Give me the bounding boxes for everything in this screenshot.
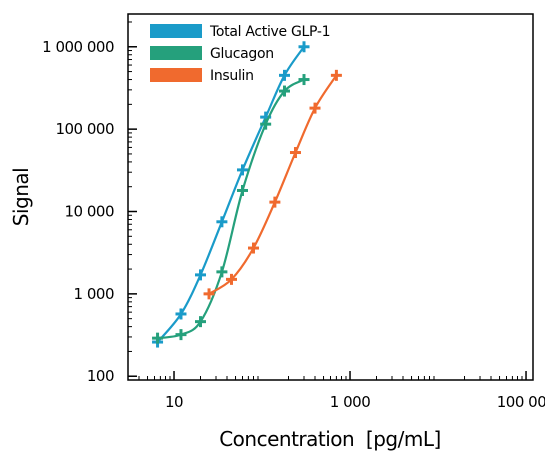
data-point xyxy=(195,316,207,328)
data-point xyxy=(203,288,215,300)
data-point xyxy=(152,332,164,344)
data-point xyxy=(216,216,228,228)
series-glucagon xyxy=(152,74,310,344)
data-point xyxy=(330,69,342,81)
data-point xyxy=(236,164,248,176)
data-point xyxy=(278,85,290,97)
x-tick-label: 1 000 xyxy=(330,393,370,411)
data-point xyxy=(298,74,310,86)
series-insulin xyxy=(203,69,342,300)
data-point xyxy=(278,69,290,81)
data-point xyxy=(175,329,187,341)
legend-swatch xyxy=(150,24,202,38)
legend-label: Total Active GLP-1 xyxy=(209,24,330,40)
legend-label: Glucagon xyxy=(210,46,274,62)
data-point xyxy=(260,118,272,130)
y-tick-label: 100 000 xyxy=(55,120,114,138)
series-line-total-active-glp-1 xyxy=(156,46,305,343)
data-point xyxy=(309,102,321,114)
legend-label: Insulin xyxy=(210,68,254,84)
legend-swatch xyxy=(150,46,202,60)
data-point xyxy=(195,269,207,281)
y-axis-label: Signal xyxy=(9,168,33,226)
y-tick-label: 10 000 xyxy=(65,203,115,221)
data-point xyxy=(289,147,301,159)
data-point xyxy=(298,41,310,53)
x-tick-label: 10 xyxy=(165,393,183,411)
y-tick-label: 1 000 000 xyxy=(42,38,114,56)
x-axis-label: Concentration [pg/mL] xyxy=(219,427,441,451)
y-tick-label: 1 000 xyxy=(74,285,114,303)
series-line-glucagon xyxy=(157,78,305,340)
data-point xyxy=(247,242,259,254)
legend: Total Active GLP-1 Glucagon Insulin xyxy=(150,24,331,84)
data-point xyxy=(175,308,187,320)
y-tick-label: 100 xyxy=(87,367,114,385)
data-point xyxy=(236,184,248,196)
series-layer xyxy=(152,41,342,348)
y-axis: 100 1 000 10 000 100 000 1 000 000 xyxy=(42,21,137,385)
x-axis: 10 1 000 100 000 xyxy=(138,371,545,411)
data-point xyxy=(226,273,238,285)
series-total-active-glp-1 xyxy=(152,41,310,348)
data-point xyxy=(269,196,281,208)
legend-swatch xyxy=(150,68,202,82)
x-tick-label: 100 000 xyxy=(497,393,545,411)
data-point xyxy=(216,266,228,278)
